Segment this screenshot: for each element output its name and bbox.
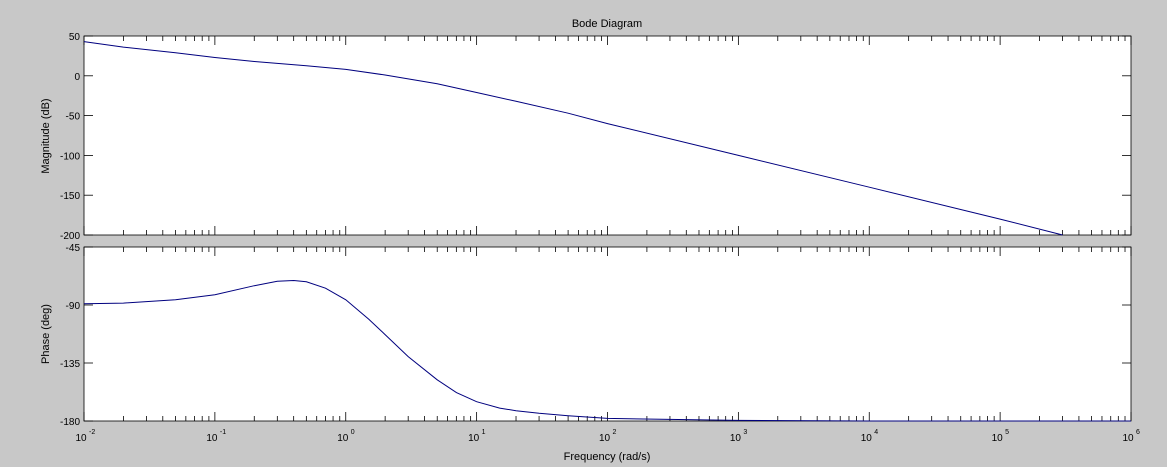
x-tick-label-exponent: 1 [482,429,486,436]
phase-y-tick-label: -90 [66,301,81,312]
magnitude-y-tick-label: -50 [66,112,81,123]
phase-y-tick-label: -180 [60,417,80,428]
magnitude-panel: 50 0 -50 -100 -150 -200 Magnitude (dB) [40,32,1132,242]
phase-plot-area [83,246,1132,422]
x-tick-label: 10 [599,433,611,444]
magnitude-y-tick-label: 0 [74,72,80,83]
magnitude-plot-area [83,35,1132,236]
x-tick-label-exponent: 2 [613,429,617,436]
x-tick-label-exponent: 4 [874,429,878,436]
magnitude-series-line [83,41,1063,236]
x-tick-label: 10 [1122,433,1134,444]
x-tick-label-exponent: 0 [351,429,355,436]
x-tick-label-exponent: -2 [89,429,95,436]
x-tick-label: 10 [861,433,873,444]
magnitude-y-tick-label: -100 [60,151,80,162]
x-tick-label: 10 [992,433,1004,444]
x-tick-label-exponent: -1 [220,429,226,436]
x-tick-label: 10 [337,433,349,444]
phase-series-line [83,279,1131,422]
magnitude-y-tick-label: 50 [69,32,81,43]
x-tick-label: 10 [468,433,480,444]
magnitude-y-ticks: 50 0 -50 -100 -150 -200 [60,32,1131,242]
x-axis-label: Frequency (rad/s) [564,451,651,463]
x-tick-label-exponent: 6 [1136,429,1140,436]
x-tick-label: 10 [75,433,87,444]
phase-axis-label: Phase (deg) [40,304,52,364]
x-tick-label-exponent: 5 [1005,429,1009,436]
magnitude-x-ticks [83,36,1132,235]
magnitude-y-tick-label: -200 [60,231,80,242]
phase-y-tick-label: -135 [60,359,80,370]
magnitude-axis-label: Magnitude (dB) [40,98,52,173]
phase-panel: -45 -90 -135 -180 Phase (deg) [40,243,1132,428]
x-tick-label: 10 [206,433,218,444]
phase-y-tick-label: -45 [66,243,81,254]
magnitude-y-tick-label: -150 [60,191,80,202]
x-tick-label-exponent: 3 [743,429,747,436]
x-tick-label: 10 [730,433,742,444]
chart-title: Bode Diagram [572,18,642,30]
